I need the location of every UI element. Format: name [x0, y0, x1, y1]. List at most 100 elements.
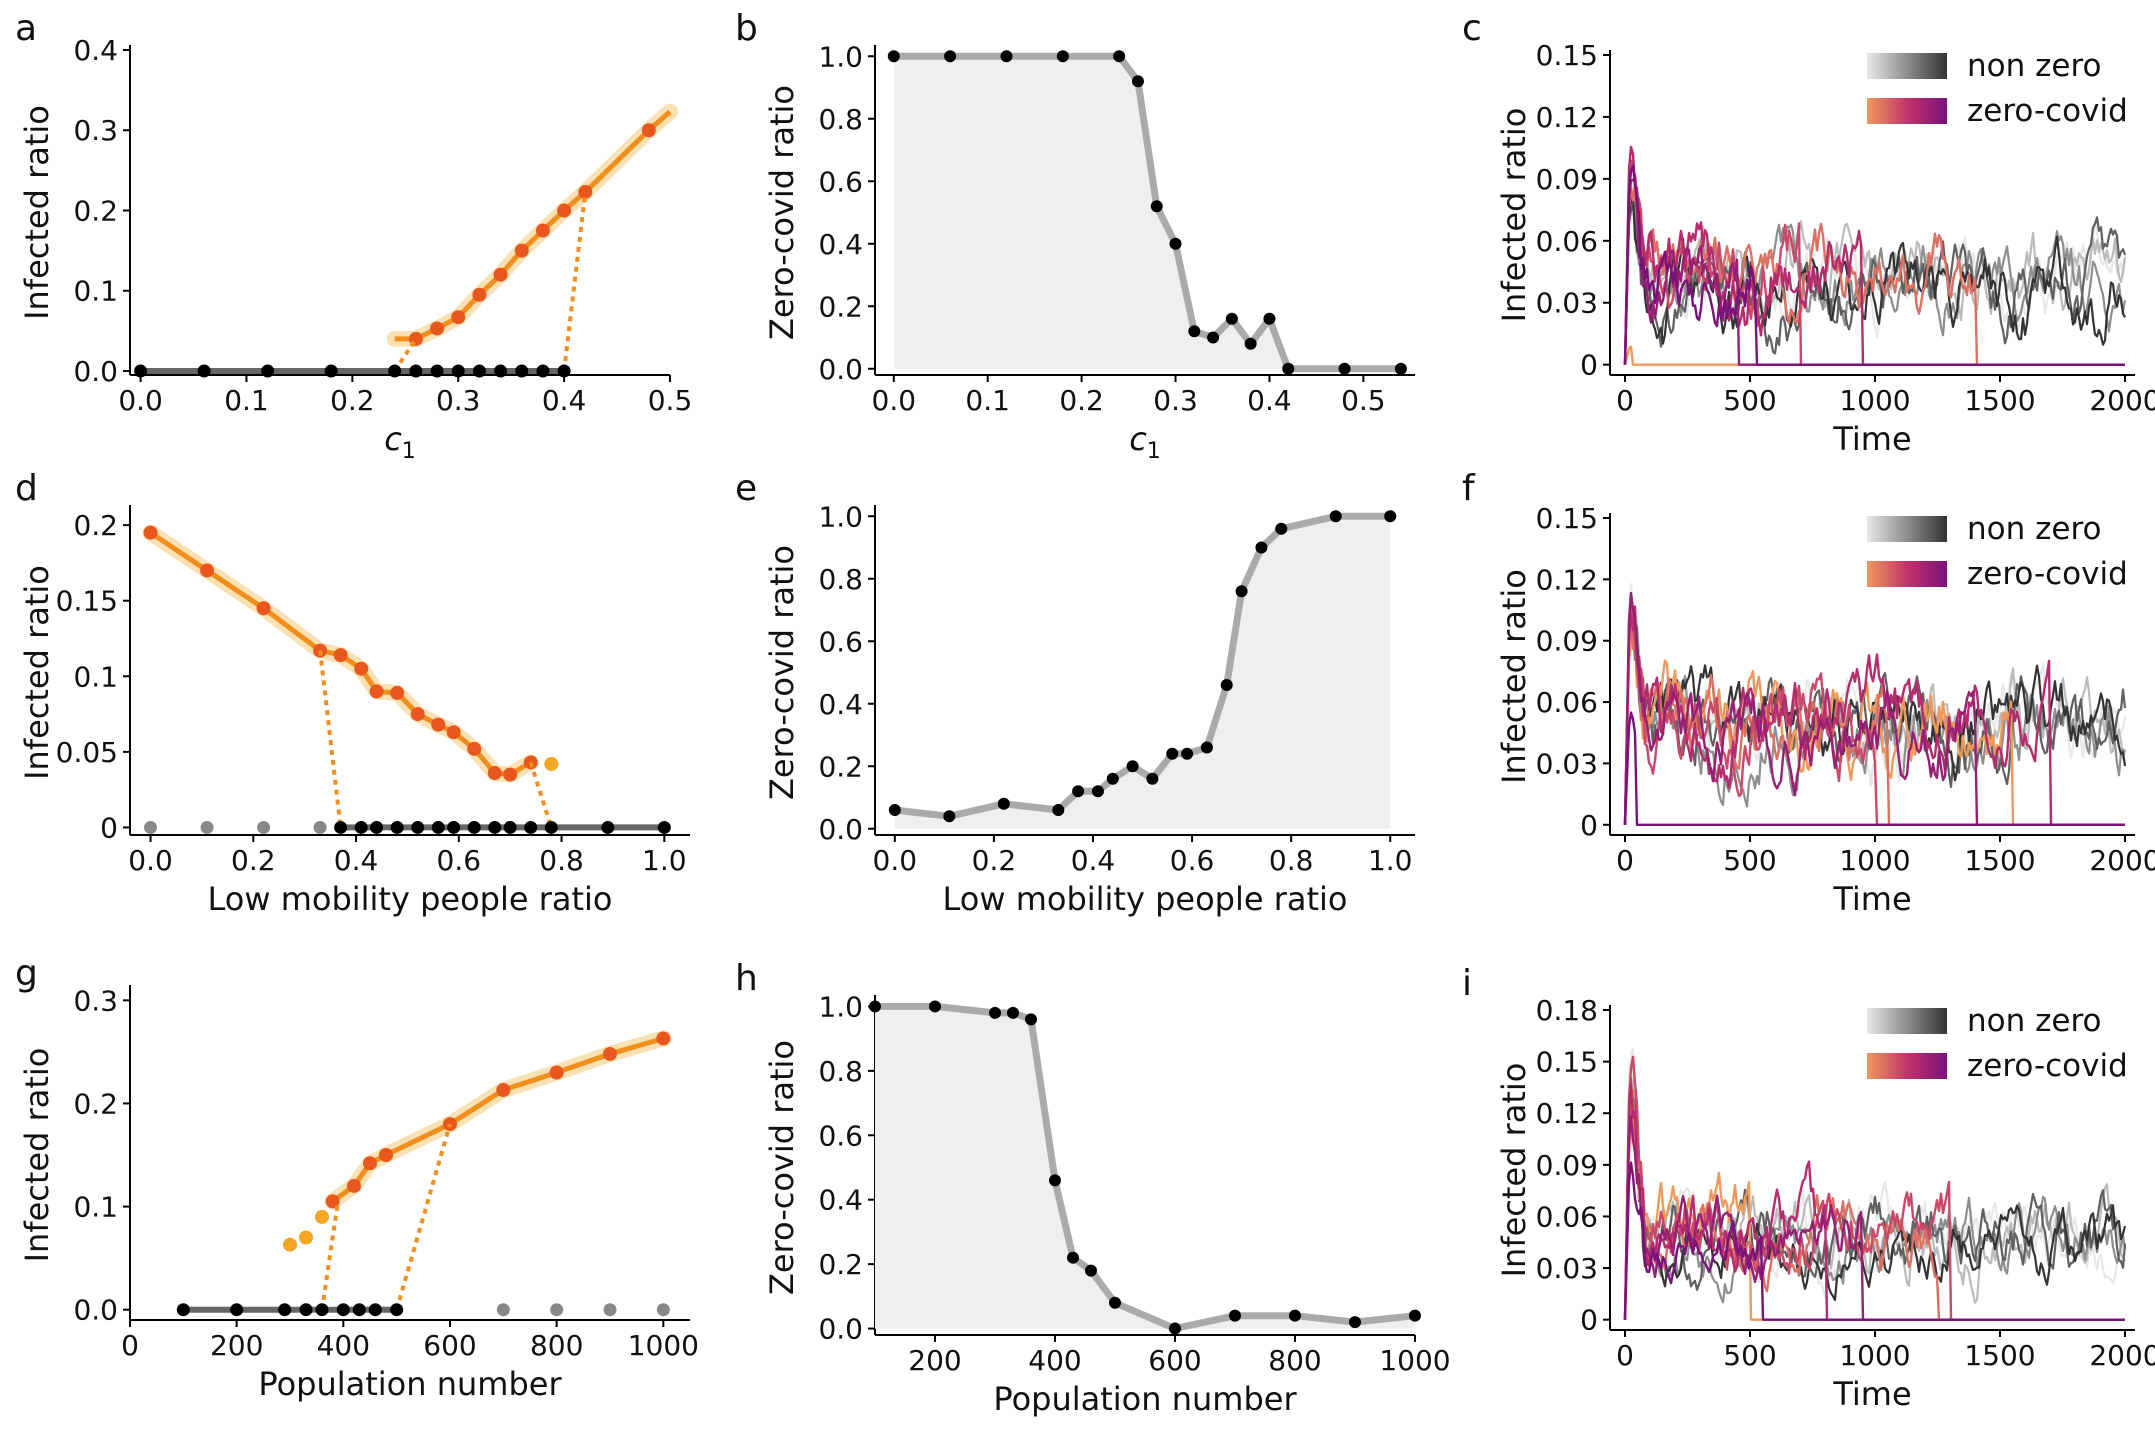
series-line-endemic-g: [331, 1036, 664, 1204]
y-tick-label-g: 0.0: [73, 1294, 118, 1327]
data-point-endemic-g: [325, 1194, 340, 1209]
x-tick-label-a: 0.2: [330, 384, 375, 417]
data-point-zero-d: [334, 820, 348, 834]
x-tick-label-h: 600: [1148, 1344, 1201, 1377]
data-point-endemic-light-g: [299, 1230, 313, 1245]
panel-label-c: c: [1462, 8, 1482, 49]
x-tick-label-h: 400: [1028, 1344, 1081, 1377]
legend-swatch-nonzero-f: [1867, 516, 1947, 542]
data-point-zero-g: [278, 1303, 292, 1317]
data-point-endemic-a: [641, 123, 656, 138]
data-point-zero-a: [494, 364, 508, 378]
y-tick-label-i: 0: [1580, 1304, 1598, 1337]
data-point-e: [1384, 510, 1397, 523]
data-point-b: [1225, 312, 1238, 325]
legend-label-zero-c: zero-covid: [1967, 93, 2128, 129]
x-tick-label-b: 0.2: [1059, 384, 1104, 417]
trajectory-zero-f: [1623, 591, 2125, 826]
data-point-b: [1338, 362, 1351, 375]
data-point-endemic-d: [369, 684, 384, 699]
legend-swatch-zero-f: [1867, 561, 1947, 587]
series-line-b: [893, 52, 1401, 373]
panel-b: b 0.0 0.1 0.2 0.3 0.4 0.5 0.0 0.2 0.4 0.6 0.8 1.0 c1 Z…: [735, 8, 1415, 464]
x-tick-label-c: 1500: [1964, 384, 2035, 417]
x-tick-label-d: 0.4: [334, 844, 379, 877]
data-point-e: [1166, 747, 1179, 760]
x-axis-label-sub: 1: [1147, 439, 1161, 464]
x-tick-label-i: 500: [1723, 1339, 1776, 1372]
legend-label-nonzero-f: non zero: [1967, 511, 2102, 547]
panel-label-f: f: [1462, 468, 1476, 509]
trajectory-zero-i: [1623, 1055, 2125, 1321]
x-tick-label-b: 0.1: [965, 384, 1010, 417]
y-tick-label-e: 0.0: [818, 813, 863, 846]
data-point-endemic-light-g: [283, 1237, 297, 1252]
data-point-endemic-d: [487, 766, 502, 781]
data-point-h: [1289, 1309, 1301, 1322]
area-fill-h: [875, 1006, 1415, 1329]
data-point-endemic-a: [514, 243, 529, 258]
y-tick-label-a: 0.2: [73, 194, 118, 227]
y-tick-label-c: 0.12: [1536, 101, 1598, 134]
x-axis-label-h: Population number: [993, 1380, 1297, 1418]
data-point-endemic-d: [410, 707, 425, 722]
data-point-h: [1049, 1174, 1061, 1187]
data-point-b: [1282, 362, 1295, 375]
data-point-b: [1056, 50, 1069, 63]
data-point-endemic-g: [549, 1065, 564, 1080]
data-point-b: [1169, 237, 1182, 250]
data-point-h: [869, 1000, 881, 1013]
data-point-zero-gray-d: [200, 820, 214, 834]
panel-f: f 0 500 1000 1500 2000 0 0.03 0.06 0.09 0.12 0.15 Ti…: [1462, 468, 2155, 918]
data-point-e: [1200, 741, 1213, 754]
data-point-zero-g: [336, 1303, 350, 1317]
y-tick-label-d: 0.2: [73, 509, 118, 542]
panel-label-i: i: [1462, 963, 1472, 1004]
y-axis-label-d: Infected ratio: [18, 565, 56, 780]
y-axis-label-i: Infected ratio: [1495, 1063, 1533, 1278]
x-tick-label-g: 1000: [628, 1329, 699, 1362]
y-axis-label-e: Zero-covid ratio: [763, 545, 801, 800]
y-tick-label-i: 0.12: [1536, 1097, 1598, 1130]
data-point-h: [1349, 1316, 1361, 1329]
x-tick-label-g: 600: [423, 1329, 476, 1362]
data-point-zero-a: [197, 364, 211, 378]
data-point-zero-g: [230, 1303, 244, 1317]
x-tick-label-h: 1000: [1379, 1344, 1450, 1377]
data-point-h: [1007, 1006, 1019, 1019]
data-point-endemic-d: [354, 661, 369, 676]
x-axis-label-c: Time: [1832, 420, 1911, 458]
data-point-b: [944, 50, 957, 63]
panel-a: a 0.0 0.1 0.2 0.3 0.4 0.5 0.0 0.1 0.2 0.3 0.4 c1 Infe…: [15, 8, 692, 464]
data-point-b: [1131, 75, 1144, 88]
x-tick-label-b: 0.4: [1247, 384, 1292, 417]
data-point-endemic-g: [379, 1148, 393, 1162]
transition-link-d: [318, 650, 343, 828]
x-axis-label-i: Time: [1832, 1375, 1911, 1413]
data-point-endemic-d: [467, 741, 482, 756]
area-fill-b: [893, 56, 1401, 369]
y-tick-label-h: 0.8: [818, 1055, 863, 1088]
data-point-zero-a: [388, 364, 402, 378]
data-point-e: [1181, 747, 1194, 760]
transition-link-a: [562, 191, 588, 372]
data-point-b: [1150, 200, 1163, 213]
trajectory-zero-c: [1623, 164, 2125, 366]
data-point-e: [1146, 772, 1159, 785]
y-tick-label-d: 0.1: [73, 660, 118, 693]
panel-g: g 0 200 400 600 800 1000 0.0 0.1 0.2 0.3 Population…: [15, 953, 699, 1403]
data-point-b: [1000, 50, 1013, 63]
x-tick-label-d: 0.6: [437, 844, 482, 877]
data-point-endemic-g: [363, 1156, 377, 1171]
data-point-endemic-d: [390, 685, 405, 700]
data-point-zero-gray-g: [496, 1303, 510, 1317]
y-tick-label-e: 0.4: [818, 688, 863, 721]
x-tick-label-f: 1500: [1964, 844, 2035, 877]
x-tick-label-a: 0.4: [542, 384, 587, 417]
data-point-endemic-a: [557, 203, 572, 218]
x-axis-label-b: c1: [1129, 420, 1161, 464]
transition-link-g: [394, 1123, 452, 1311]
data-point-zero-gray-g: [603, 1303, 617, 1317]
x-tick-label-d: 1.0: [642, 844, 687, 877]
data-point-zero-d: [488, 820, 502, 834]
